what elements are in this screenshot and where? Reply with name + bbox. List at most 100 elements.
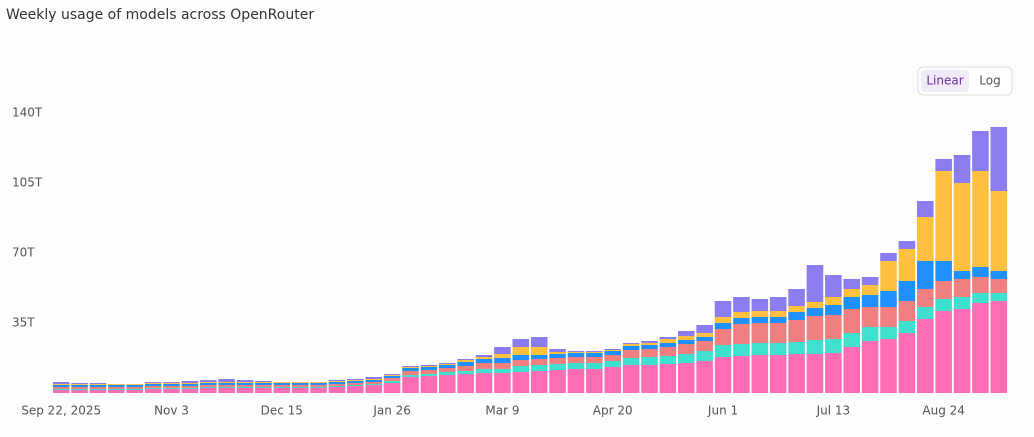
bar-segment xyxy=(769,317,787,323)
bar-segment xyxy=(530,347,548,355)
bar-segment xyxy=(861,285,879,295)
bar-segment xyxy=(494,369,511,373)
bar-segment xyxy=(71,387,88,389)
bar-segment xyxy=(71,389,88,390)
bar-segment xyxy=(402,366,419,367)
bar-segment xyxy=(199,388,217,393)
bar-segment xyxy=(328,387,346,393)
bar-segment xyxy=(365,379,383,380)
bar-segment xyxy=(696,325,713,333)
bar-segment xyxy=(861,277,879,285)
bar-segment xyxy=(402,375,419,377)
bar-segment xyxy=(953,279,971,297)
bar-segment xyxy=(990,279,1008,293)
bar-segment xyxy=(843,333,861,347)
bar-segment xyxy=(806,340,824,354)
bar-segment xyxy=(126,385,144,387)
bar-segment xyxy=(806,302,824,308)
bar-segment xyxy=(916,201,934,217)
bar-segment xyxy=(255,382,272,383)
bar-segment xyxy=(806,316,824,340)
bar-segment xyxy=(696,333,713,337)
bar-segment xyxy=(494,347,511,354)
y-tick-label: 105T xyxy=(12,176,43,190)
bar-segment xyxy=(769,297,787,311)
bar-segment xyxy=(218,379,235,382)
bar-segment xyxy=(677,340,695,344)
bar-segment xyxy=(567,363,585,369)
bar-segment xyxy=(898,321,916,333)
bar-segment xyxy=(328,381,346,382)
bar-segment xyxy=(751,311,769,317)
x-tick-label: Mar 9 xyxy=(485,404,519,418)
bar-segment xyxy=(126,390,144,393)
bar-segment xyxy=(273,388,291,393)
bar-segment xyxy=(549,352,566,354)
bar-segment xyxy=(52,384,70,385)
bar-segment xyxy=(751,355,769,393)
bar-segment xyxy=(218,387,235,388)
x-tick-label: Nov 3 xyxy=(154,404,189,418)
bar-segment xyxy=(273,385,291,387)
bar-segment xyxy=(89,384,107,385)
scale-button[interactable]: Linear xyxy=(926,74,963,88)
bar-segment xyxy=(604,349,622,350)
bar-segment xyxy=(788,354,805,393)
bar-segment xyxy=(163,388,180,389)
bar-segment xyxy=(199,383,217,385)
bar-segment xyxy=(843,297,861,309)
bar-segment xyxy=(273,383,291,385)
bar-segment xyxy=(255,381,272,382)
bar-segment xyxy=(144,383,162,384)
scale-button[interactable]: Log xyxy=(979,74,1000,88)
bar-segment xyxy=(457,360,474,362)
bar-segment xyxy=(677,331,695,336)
bar-segment xyxy=(567,357,585,363)
bar-segment xyxy=(714,323,732,329)
bar-segment xyxy=(383,381,401,383)
bar-segment xyxy=(880,339,897,393)
bar-segment xyxy=(310,388,327,393)
bar-segment xyxy=(714,329,732,345)
bar-segment xyxy=(255,383,272,385)
bar-segment xyxy=(825,339,842,353)
chart-title: Weekly usage of models across OpenRouter xyxy=(6,7,314,23)
bar-segment xyxy=(126,387,144,389)
bar-segment xyxy=(604,355,622,361)
x-tick-label: Jul 13 xyxy=(816,404,851,418)
bar-segment xyxy=(714,357,732,393)
bar-segment xyxy=(402,377,419,393)
bar-segment xyxy=(457,366,474,371)
bar-segment xyxy=(199,382,217,383)
bar-segment xyxy=(163,383,180,384)
bar-segment xyxy=(696,361,713,393)
bar-segment xyxy=(843,309,861,333)
bar-segment xyxy=(549,354,566,358)
bar-segment xyxy=(512,347,530,355)
bar-segment xyxy=(825,275,842,297)
bar-segment xyxy=(255,385,272,387)
bar-segment xyxy=(567,369,585,393)
bar-segment xyxy=(347,381,364,383)
bar-segment xyxy=(310,387,327,388)
bar-segment xyxy=(420,367,438,370)
bar-segment xyxy=(108,384,125,385)
bar-segment xyxy=(714,301,732,317)
bar-segment xyxy=(714,345,732,357)
bar-segment xyxy=(898,333,916,393)
bar-segment xyxy=(89,389,107,390)
bar-segment xyxy=(806,265,824,302)
bar-segment xyxy=(457,359,474,360)
bar-segment xyxy=(825,297,842,305)
bar-segment xyxy=(181,383,199,384)
bar-segment xyxy=(365,380,383,382)
bar-segment xyxy=(438,365,456,368)
bar-segment xyxy=(972,303,989,393)
y-tick-label: 35T xyxy=(12,316,35,330)
bar-segment xyxy=(108,387,125,389)
bar-segment xyxy=(696,337,713,341)
bar-segment xyxy=(843,347,861,393)
bar-segment xyxy=(586,363,603,369)
bar-segment xyxy=(677,344,695,354)
